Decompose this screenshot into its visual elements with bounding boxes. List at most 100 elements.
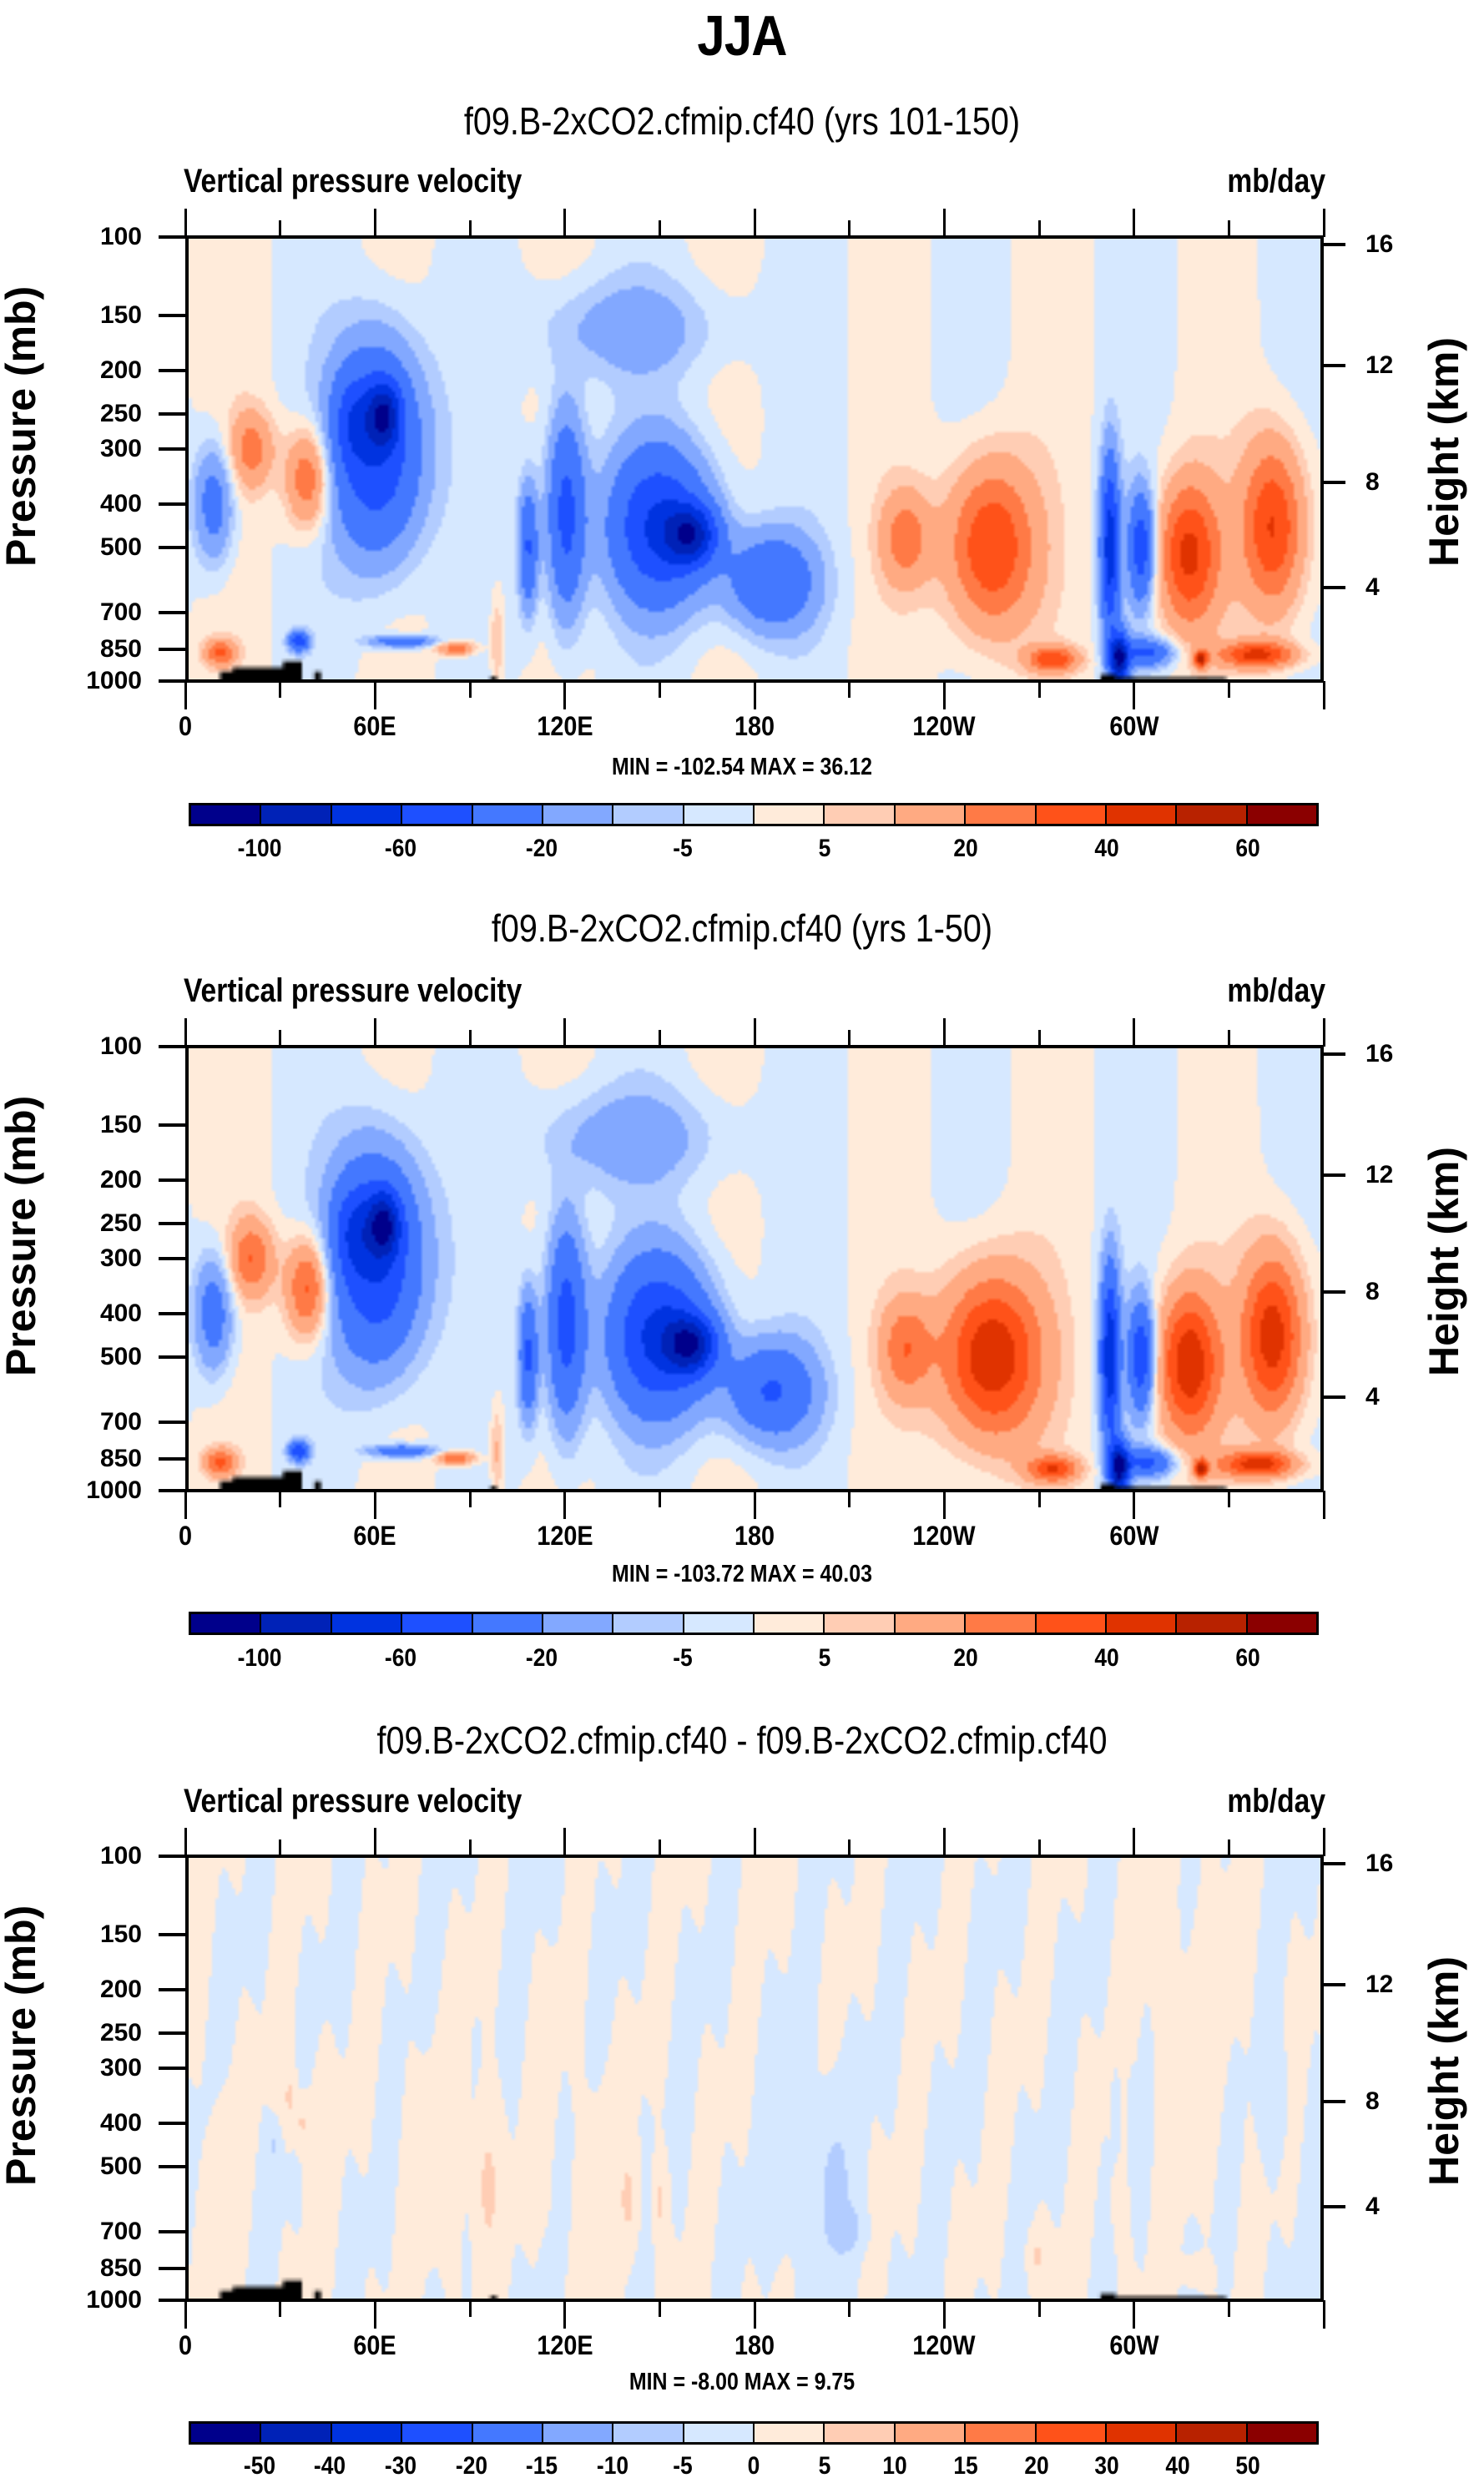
x-tick: [848, 681, 851, 698]
x-tick-label: 180: [734, 2330, 775, 2360]
x-tick: [563, 1491, 567, 1519]
x-tick-top: [373, 1828, 376, 1856]
y-tick: [159, 369, 185, 373]
colorbar-label: -20: [526, 835, 558, 862]
y-tick-label: 500: [99, 532, 142, 561]
height-tick-label: 4: [1365, 1383, 1380, 1411]
x-tick: [658, 2300, 661, 2317]
colorbar-label: -5: [673, 1644, 694, 1672]
colorbar-cell: [1106, 1614, 1178, 1633]
height-tick-label: 4: [1365, 573, 1380, 602]
right-axis-title: Height (km): [1421, 337, 1467, 567]
left-string: Vertical pressure velocity: [184, 972, 522, 1009]
x-tick-label: 60W: [1109, 1521, 1159, 1551]
colorbar-cell: [1247, 2424, 1316, 2442]
colorbar-cell: [895, 805, 967, 824]
colorbar-label: 60: [1235, 835, 1261, 862]
x-tick-top: [563, 1828, 567, 1856]
colorbar-label: 20: [953, 835, 978, 862]
contour-plot: [185, 235, 1324, 683]
x-tick-top: [848, 1030, 851, 1047]
x-tick-top: [658, 220, 661, 237]
x-tick-top: [1322, 209, 1325, 237]
x-tick-top: [184, 1828, 187, 1856]
x-tick: [1322, 1491, 1325, 1519]
y-tick-label: 200: [99, 1166, 142, 1194]
height-tick-label: 16: [1365, 1040, 1394, 1068]
y-tick: [159, 610, 185, 614]
x-tick-label: 180: [734, 1521, 775, 1551]
x-tick: [279, 1491, 282, 1507]
colorbar-cell: [966, 2424, 1037, 2442]
colorbar-label: -20: [455, 2452, 487, 2480]
x-tick-top: [1037, 220, 1041, 237]
x-tick-label: 120E: [537, 1521, 593, 1551]
x-tick-top: [658, 1840, 661, 1856]
height-tick: [1324, 2100, 1345, 2104]
x-tick: [1322, 2300, 1325, 2329]
colorbar-cell: [1247, 805, 1316, 824]
x-tick: [1133, 2300, 1136, 2329]
contour-plot: [185, 1045, 1324, 1492]
x-tick-top: [373, 209, 376, 237]
colorbar-label: -40: [314, 2452, 346, 2480]
colorbar-label: 30: [1094, 2452, 1119, 2480]
x-tick-top: [658, 1030, 661, 1047]
x-tick-label: 120E: [537, 2330, 593, 2360]
height-tick: [1324, 243, 1345, 247]
x-tick-top: [848, 220, 851, 237]
height-tick-label: 4: [1365, 2193, 1380, 2221]
y-tick-label: 250: [99, 399, 142, 427]
colorbar-cell: [1036, 1614, 1107, 1633]
x-tick-top: [1037, 1030, 1041, 1047]
panel-title: f09.B-2xCO2.cfmip.cf40 (yrs 101-150): [463, 99, 1021, 143]
y-tick: [159, 1457, 185, 1461]
y-tick: [159, 2229, 185, 2233]
x-tick: [1322, 681, 1325, 709]
x-tick: [468, 1491, 472, 1507]
y-tick: [159, 1045, 185, 1048]
colorbar-cell: [684, 1614, 755, 1633]
x-tick: [1037, 2300, 1041, 2317]
colorbar-cell: [895, 1614, 967, 1633]
y-tick-label: 850: [99, 1445, 142, 1473]
height-tick: [1324, 1290, 1345, 1294]
height-tick-label: 12: [1365, 1161, 1394, 1189]
x-tick-label: 120W: [912, 711, 976, 741]
x-tick-label: 60W: [1109, 2330, 1159, 2360]
y-tick-label: 100: [99, 1032, 142, 1060]
colorbar-label: 20: [1023, 2452, 1049, 2480]
y-axis-title: Pressure (mb): [0, 285, 44, 567]
x-tick: [658, 1491, 661, 1507]
colorbar-cell: [331, 2424, 403, 2442]
panel-title: f09.B-2xCO2.cfmip.cf40 (yrs 1-50): [491, 906, 993, 950]
left-string: Vertical pressure velocity: [184, 163, 522, 199]
colorbar-cell: [1177, 1614, 1248, 1633]
x-tick-label: 120W: [912, 2330, 976, 2360]
y-tick-label: 1000: [86, 1476, 142, 1504]
x-tick: [753, 681, 756, 709]
height-tick-label: 12: [1365, 1971, 1394, 1999]
colorbar-cell: [1036, 2424, 1107, 2442]
height-tick: [1324, 1983, 1345, 1987]
x-tick-top: [942, 209, 946, 237]
x-tick-top: [1322, 1018, 1325, 1047]
colorbar-label: 5: [818, 2452, 830, 2480]
colorbar-cell: [966, 805, 1037, 824]
colorbar-label: -15: [526, 2452, 558, 2480]
x-tick-top: [753, 1018, 756, 1047]
units-string: mb/day: [1227, 972, 1325, 1009]
colorbar-cell: [684, 2424, 755, 2442]
x-tick-top: [468, 1030, 472, 1047]
height-tick: [1324, 2205, 1345, 2209]
height-tick: [1324, 586, 1345, 590]
x-tick-top: [279, 1840, 282, 1856]
x-tick-top: [279, 220, 282, 237]
filled-contour-field: [189, 239, 1320, 679]
y-tick-label: 250: [99, 1209, 142, 1237]
x-tick: [468, 2300, 472, 2317]
colorbar-label: -60: [384, 835, 416, 862]
x-tick-top: [468, 1840, 472, 1856]
colorbar-cell: [825, 805, 896, 824]
colorbar-cell: [755, 1614, 825, 1633]
